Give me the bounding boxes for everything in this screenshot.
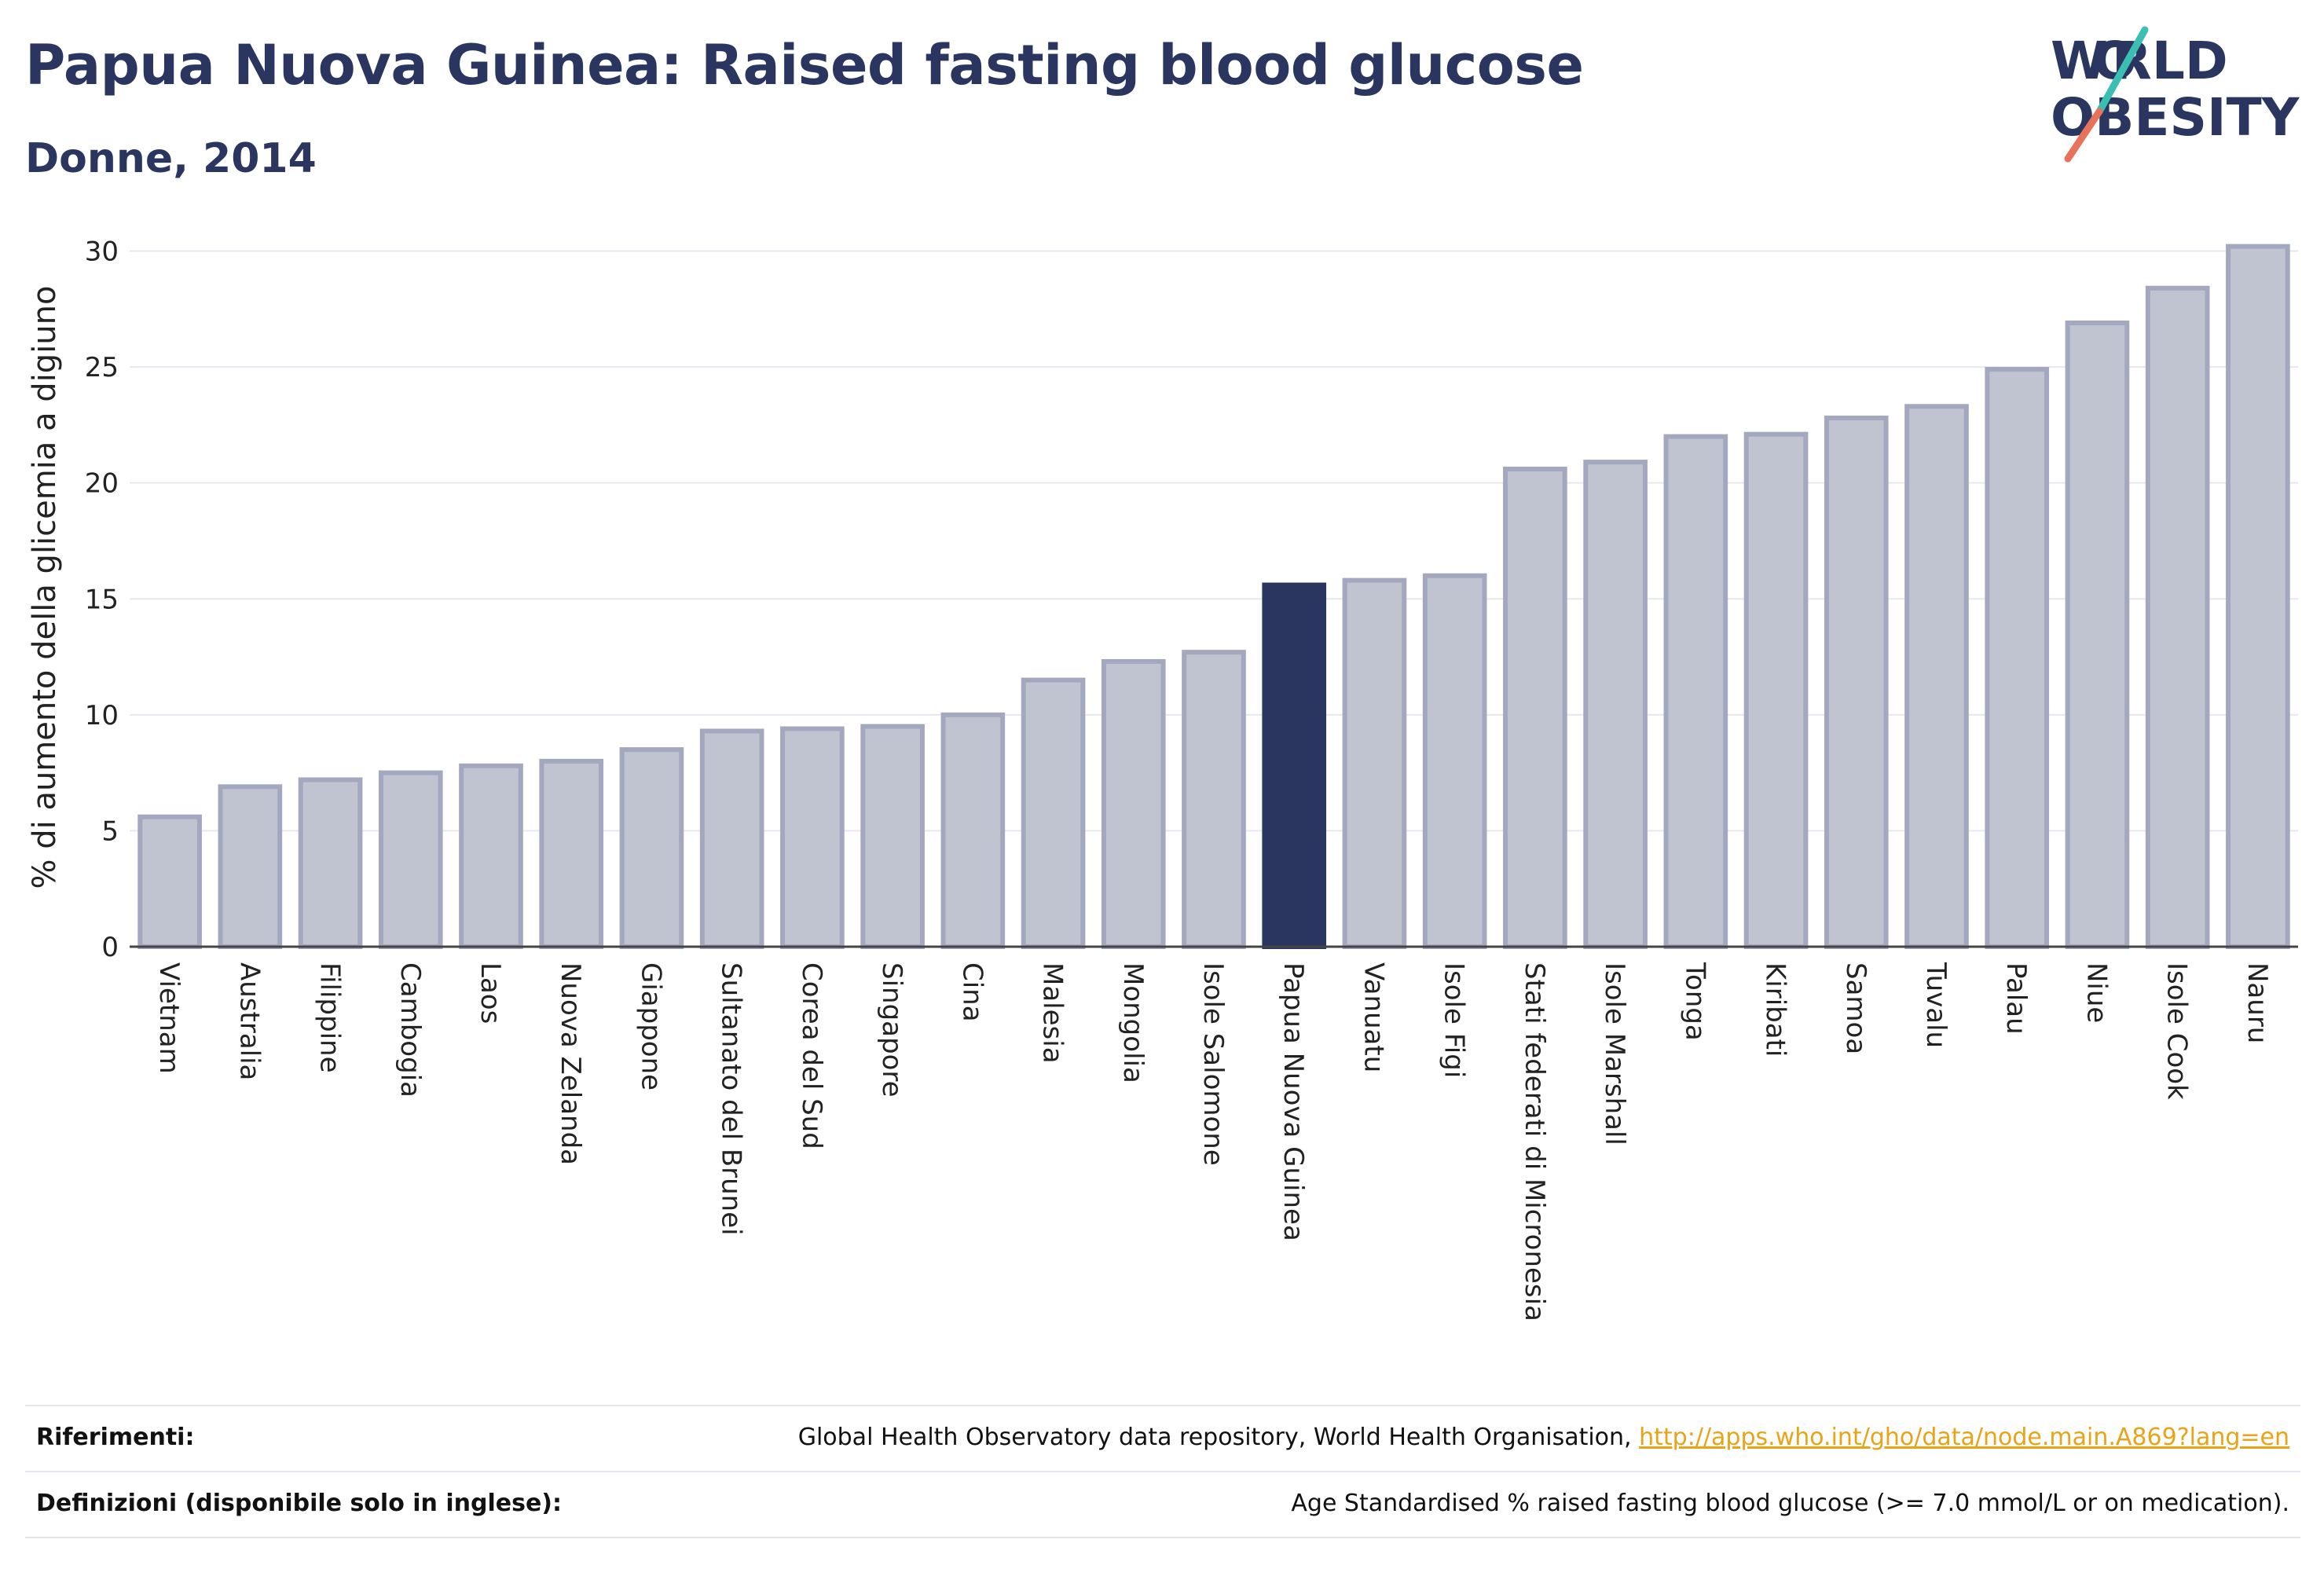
bar [1583,460,1648,949]
x-tick-label: Tuvalu [1920,962,1952,1048]
chart-subtitle: Donne, 2014 [25,135,317,182]
references-row: Riferimenti: Global Health Observatory d… [25,1405,2300,1471]
bar [1663,434,1728,949]
definitions-row: Definizioni (disponibile solo in inglese… [25,1471,2300,1538]
y-axis-ticks: 0 5 10 15 20 25 30 [85,236,119,963]
x-tick-label: Sultanato del Brunei [716,962,747,1236]
x-tick-label: Vanuatu [1358,962,1389,1072]
y-tick-label: 25 [85,352,119,383]
bars [137,244,2290,950]
x-tick-label: Isole Figi [1439,962,1470,1078]
x-tick-label: Laos [475,962,506,1024]
bar [378,770,443,949]
bar [860,724,925,950]
bar [1422,573,1487,949]
x-tick-label: Malesia [1037,962,1069,1064]
bar [1182,650,1246,949]
bar-chart: 0 5 10 15 20 25 30 Vietnam Australia Filippine Ca… [27,236,2298,1321]
y-tick-label: 10 [85,700,119,731]
x-tick-label: Isole Marshall [1599,962,1630,1145]
x-tick-label: Singapore [876,962,907,1098]
x-tick-label: Papua Nuova Guinea [1277,962,1309,1241]
x-tick-label: Tonga [1679,962,1710,1041]
footer-table: Riferimenti: Global Health Observatory d… [25,1405,2300,1538]
y-axis-label: % di aumento della glicemia a digiuno [27,286,63,889]
y-tick-label: 30 [85,236,119,268]
bar [1021,677,1086,949]
bar [1503,466,1567,949]
x-tick-label: Cina [956,962,988,1022]
bar [1985,367,2050,949]
y-tick-label: 5 [101,815,119,847]
bar [619,747,684,950]
x-tick-label: Filippine [314,962,346,1073]
definitions-value: Age Standardised % raised fasting blood … [1291,1490,2289,1517]
bar [459,763,523,949]
x-tick-label: Giappone [635,962,666,1090]
x-tick-label: Isole Cook [2161,962,2193,1100]
bar [298,777,363,950]
x-tick-label: Kiribati [1760,962,1791,1057]
world-obesity-logo: W RLD O OBESITY [2051,26,2300,163]
x-tick-label: Corea del Sud [796,962,827,1149]
bar [2226,244,2290,949]
bar [1904,404,1969,949]
bar [2065,321,2130,950]
bar-highlight [1262,582,1327,949]
bar [940,712,1006,949]
bar [218,784,283,949]
x-tick-label: Cambogia [394,962,426,1098]
definitions-label: Definizioni (disponibile solo in inglese… [36,1490,562,1517]
x-tick-label: Isole Salomone [1197,962,1229,1166]
y-tick-label: 0 [101,932,119,963]
x-tick-label: Niue [2080,962,2112,1023]
x-tick-label: Australia [233,962,265,1080]
x-tick-label: Samoa [1840,962,1871,1054]
y-tick-label: 20 [85,468,119,500]
x-tick-label: Nauru [2242,962,2273,1043]
bar [699,728,764,949]
bar [137,814,202,950]
bar [2145,285,2210,949]
x-tick-label: Palau [2000,962,2032,1035]
bar [1743,431,1809,949]
x-tick-label: Nuova Zelanda [555,962,586,1165]
references-value: Global Health Observatory data repositor… [798,1424,2289,1451]
bar [1342,577,1407,949]
bar [1101,658,1166,949]
x-tick-label: Stati federati di Micronesia [1519,962,1550,1321]
references-text: Global Health Observatory data repositor… [797,1424,1632,1451]
svg-text:W: W [2051,31,2108,91]
bar [780,726,845,949]
x-axis-ticks: Vietnam Australia Filippine Cambogia Laos Nuo… [153,962,2273,1321]
x-tick-label: Vietnam [153,962,185,1074]
y-tick-label: 15 [85,584,119,615]
references-link[interactable]: http://apps.who.int/gho/data/node.main.A… [1639,1424,2289,1451]
bar [539,758,604,949]
x-tick-label: Mongolia [1117,962,1149,1083]
bar [1824,416,1889,949]
references-label: Riferimenti: [36,1424,195,1451]
chart-title: Papua Nuova Guinea: Raised fasting blood… [25,33,1584,97]
